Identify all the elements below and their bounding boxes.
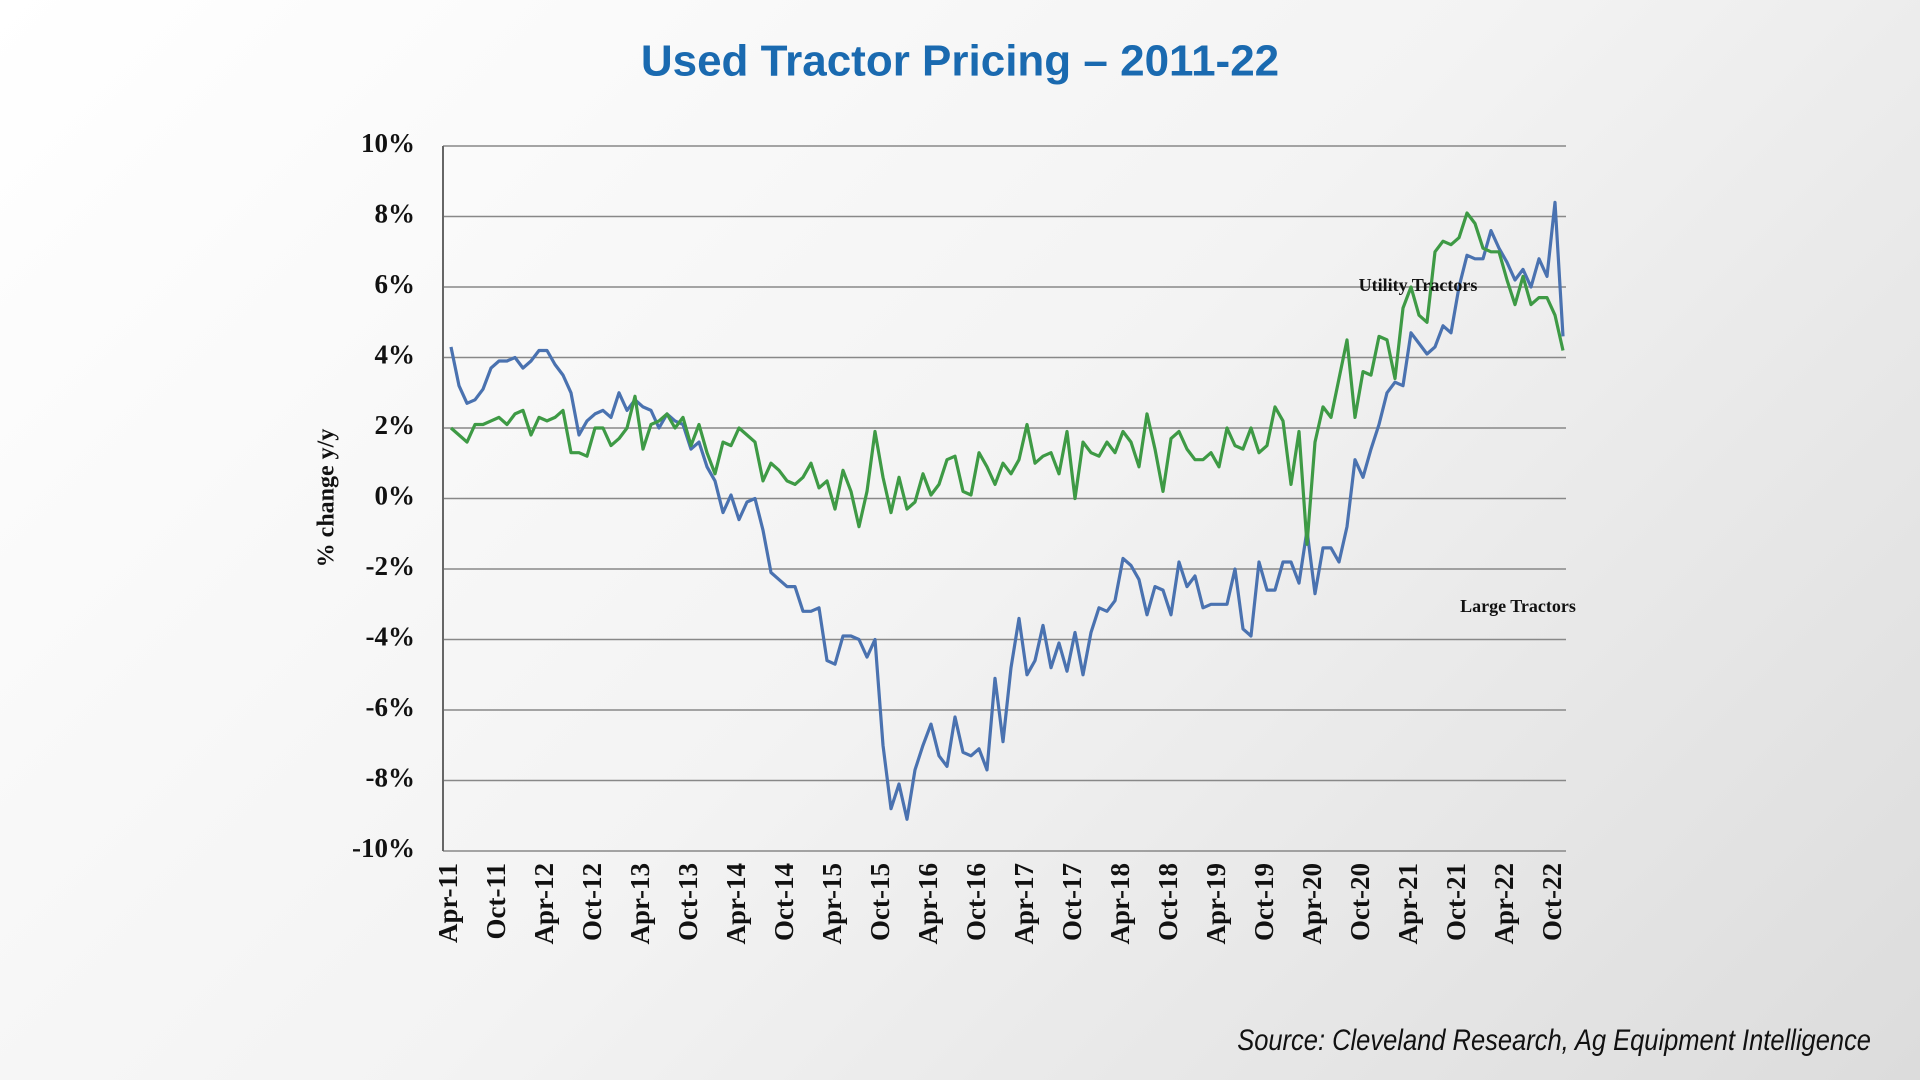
x-tick-label: Oct-22 bbox=[1537, 863, 1567, 941]
y-tick-label: 6% bbox=[375, 269, 416, 299]
x-tick-label: Oct-18 bbox=[1153, 863, 1183, 941]
x-tick-label: Apr-12 bbox=[529, 863, 559, 945]
x-tick-label: Apr-14 bbox=[721, 863, 751, 945]
series-line bbox=[449, 211, 1565, 546]
x-tick-label: Apr-16 bbox=[913, 863, 943, 945]
x-tick-label: Apr-13 bbox=[625, 863, 655, 945]
x-tick-label: Apr-22 bbox=[1489, 863, 1519, 945]
x-tick-label: Apr-11 bbox=[433, 863, 463, 943]
y-axis-label: % change y/y bbox=[314, 429, 340, 568]
y-tick-label: -8% bbox=[366, 763, 416, 793]
y-tick-label: 8% bbox=[375, 199, 416, 229]
y-tick-label: 0% bbox=[375, 481, 416, 511]
x-tick-label: Apr-19 bbox=[1201, 863, 1231, 945]
x-tick-label: Apr-20 bbox=[1297, 863, 1327, 945]
chart-title: Used Tractor Pricing – 2011-22 bbox=[641, 37, 1279, 86]
x-tick-label: Oct-15 bbox=[865, 863, 895, 941]
x-tick-label: Oct-11 bbox=[481, 863, 511, 939]
x-tick-label: Oct-12 bbox=[577, 863, 607, 941]
x-tick-label: Apr-17 bbox=[1009, 863, 1039, 945]
y-tick-label: 10% bbox=[361, 128, 415, 158]
x-tick-label: Oct-16 bbox=[961, 863, 991, 941]
x-tick-label: Oct-19 bbox=[1249, 863, 1279, 941]
y-tick-label: -2% bbox=[366, 551, 416, 581]
series-annotation: Utility Tractors bbox=[1359, 275, 1478, 295]
y-tick-label: 2% bbox=[375, 410, 416, 440]
series-annotation: Large Tractors bbox=[1460, 596, 1576, 616]
x-tick-label: Oct-21 bbox=[1441, 863, 1471, 941]
x-tick-label: Oct-14 bbox=[769, 863, 799, 941]
y-tick-label: -6% bbox=[366, 692, 416, 722]
x-tick-label: Oct-17 bbox=[1057, 863, 1087, 941]
x-tick-label: Apr-21 bbox=[1393, 863, 1423, 945]
source-note: Source: Cleveland Research, Ag Equipment… bbox=[1237, 1023, 1871, 1056]
y-tick-label: -4% bbox=[366, 622, 416, 652]
y-tick-label: -10% bbox=[352, 833, 415, 863]
x-tick-label: Oct-13 bbox=[673, 863, 703, 941]
x-tick-label: Oct-20 bbox=[1345, 863, 1375, 941]
x-tick-label: Apr-18 bbox=[1105, 863, 1135, 945]
x-tick-label: Apr-15 bbox=[817, 863, 847, 945]
y-tick-label: 4% bbox=[375, 340, 416, 370]
